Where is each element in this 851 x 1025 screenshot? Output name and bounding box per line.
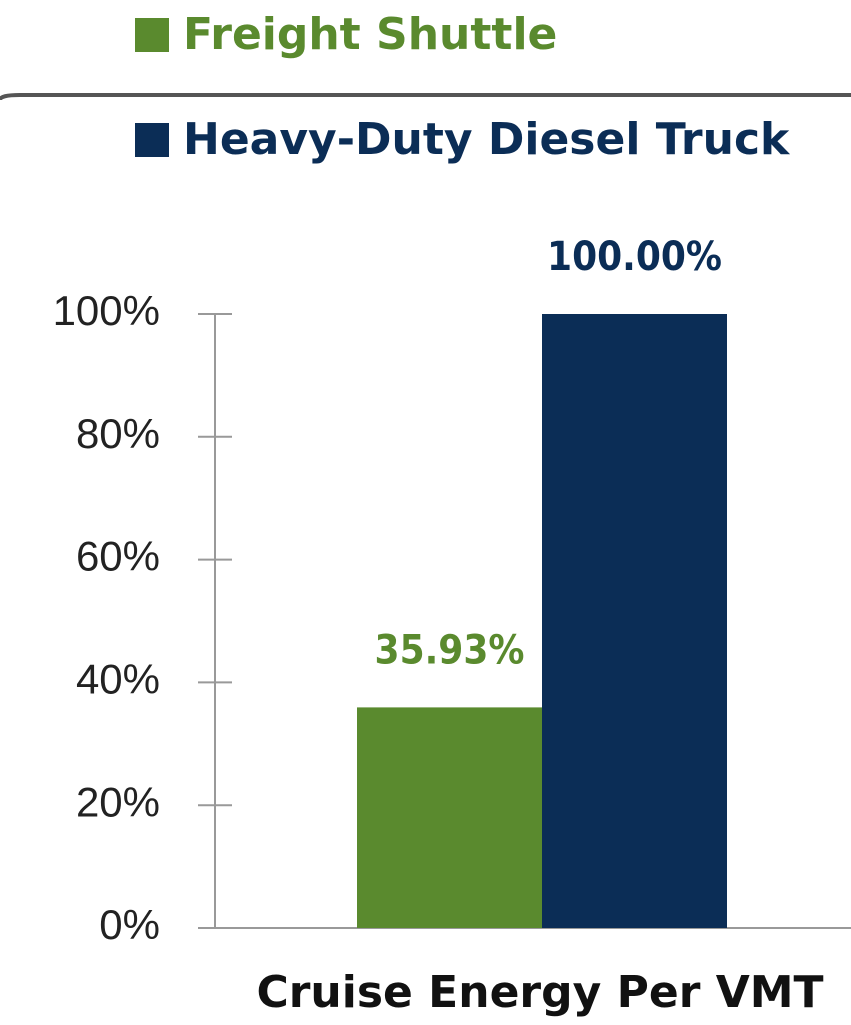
category-label: Cruise Energy Per VMT: [256, 967, 823, 1018]
value-label: 35.93%: [375, 627, 525, 673]
y-tick-label: 80%: [76, 410, 160, 457]
frame-line: [0, 93, 851, 101]
y-tick-label: 100%: [53, 287, 160, 334]
legend-label: Heavy-Duty Diesel Truck: [183, 114, 791, 165]
y-tick-label: 20%: [76, 778, 160, 825]
value-label: 100.00%: [547, 234, 722, 280]
legend-label: Freight Shuttle: [183, 9, 557, 60]
bar: [542, 314, 727, 928]
y-tick-label: 0%: [99, 901, 160, 948]
y-tick-label: 60%: [76, 533, 160, 580]
legend-swatch: [135, 18, 169, 52]
legend-swatch: [135, 123, 169, 157]
bar: [357, 707, 542, 928]
y-tick-label: 40%: [76, 655, 160, 702]
